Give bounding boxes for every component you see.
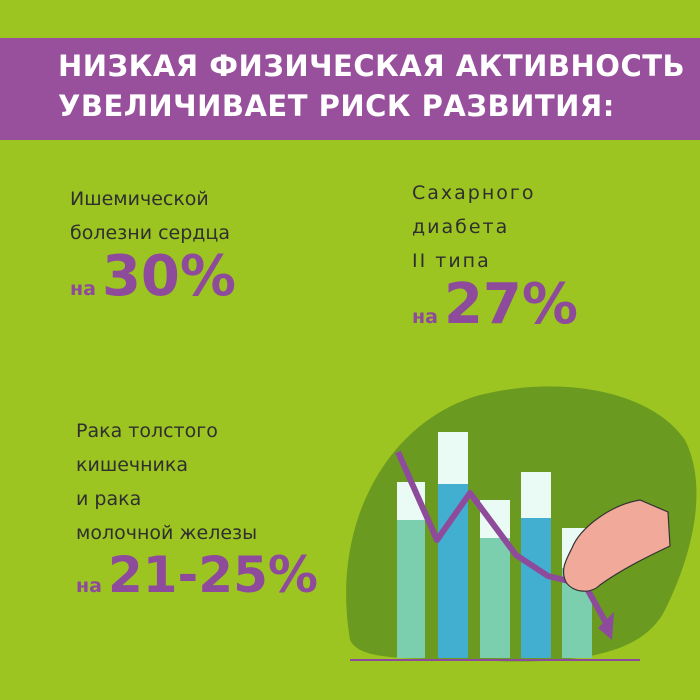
title-line: УВЕЛИЧИВАЕТ РИСК РАЗВИТИЯ:	[58, 89, 615, 123]
stat-label: и рака	[76, 488, 142, 510]
title: НИЗКАЯ ФИЗИЧЕСКАЯ АКТИВНОСТЬ УВЕЛИЧИВАЕТ…	[58, 46, 685, 126]
stat-value: 21-25%	[107, 546, 318, 604]
stat-label: Рака толстого	[76, 420, 218, 442]
stat-label: молочной железы	[76, 522, 258, 544]
stat: Рака толстого кишечника и рака молочной …	[76, 414, 318, 604]
stat-prefix: на	[70, 278, 96, 300]
stat-label: кишечника	[76, 454, 189, 476]
stat-label: Ишемической	[70, 188, 209, 210]
stat-label: болезни сердца	[70, 222, 230, 244]
stat-prefix: на	[412, 306, 438, 328]
stat-label: II типа	[412, 250, 491, 272]
stat-prefix: на	[76, 575, 102, 597]
decor-bars	[397, 432, 592, 658]
banner	[0, 38, 700, 140]
arrow-head	[598, 612, 614, 640]
stat: Ишемической болезни сердца на 30%	[70, 182, 236, 309]
stat-value: 30%	[101, 244, 236, 309]
stat-label: диабета	[412, 216, 510, 238]
stat-label: Сахарного	[412, 182, 536, 204]
title-line: НИЗКАЯ ФИЗИЧЕСКАЯ АКТИВНОСТЬ	[58, 49, 686, 83]
stat: Сахарного диабета II типа на 27%	[412, 176, 578, 337]
hand	[562, 499, 671, 592]
stat-value: 27%	[443, 272, 578, 337]
